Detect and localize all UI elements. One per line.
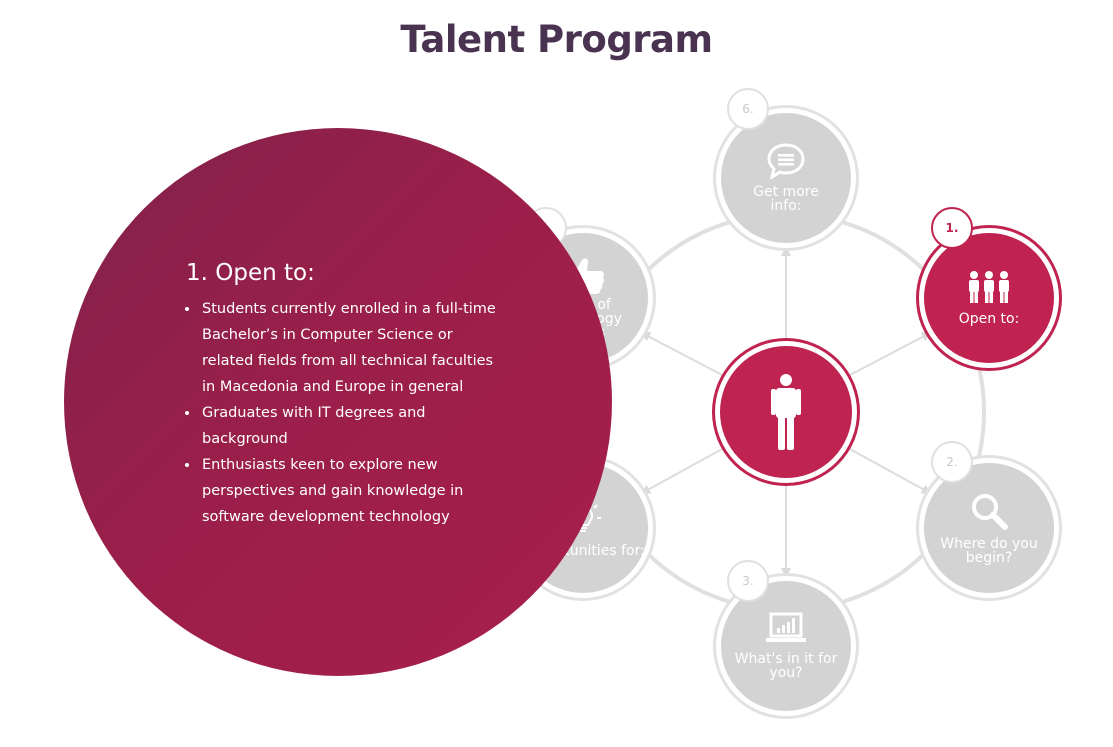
info-list: Students currently enrolled in a full-ti… (186, 296, 500, 530)
list-item: Students currently enrolled in a full-ti… (200, 296, 500, 400)
center-node[interactable] (715, 341, 857, 483)
step-label: Get more info: (753, 184, 819, 214)
arrow-to-node-5 (640, 332, 725, 377)
arrow-to-node-4 (640, 447, 725, 494)
page-title: Talent Program (400, 18, 713, 61)
list-item: Graduates with IT degrees and background (200, 400, 500, 452)
step-node-2[interactable]: Where do you begin? (919, 458, 1059, 598)
person-icon (771, 374, 801, 450)
step-node-6[interactable]: Get more info: (716, 108, 856, 248)
step-label: Where do you begin? (940, 536, 1038, 566)
arrow-to-node-2 (847, 447, 932, 494)
info-heading: 1. Open to: (186, 260, 315, 286)
step-number-3: 3. (727, 560, 769, 602)
step-number-2: 2. (931, 441, 973, 483)
magnifier-icon (972, 494, 1008, 530)
step-label: What's in it for you? (734, 651, 838, 681)
list-item: Enthusiasts keen to explore new perspect… (200, 452, 500, 530)
step-label: Open to: (958, 311, 1020, 327)
chat-bubble-icon (767, 143, 805, 179)
laptop-chart-icon (766, 612, 806, 642)
info-panel: 1. Open to: Students currently enrolled … (64, 128, 612, 676)
arrow-to-node-1 (847, 332, 932, 377)
step-node-1[interactable]: Open to: (919, 228, 1059, 368)
step-number-6: 6. (727, 88, 769, 130)
step-number-1: 1. (931, 207, 973, 249)
team-icon (969, 271, 1009, 303)
